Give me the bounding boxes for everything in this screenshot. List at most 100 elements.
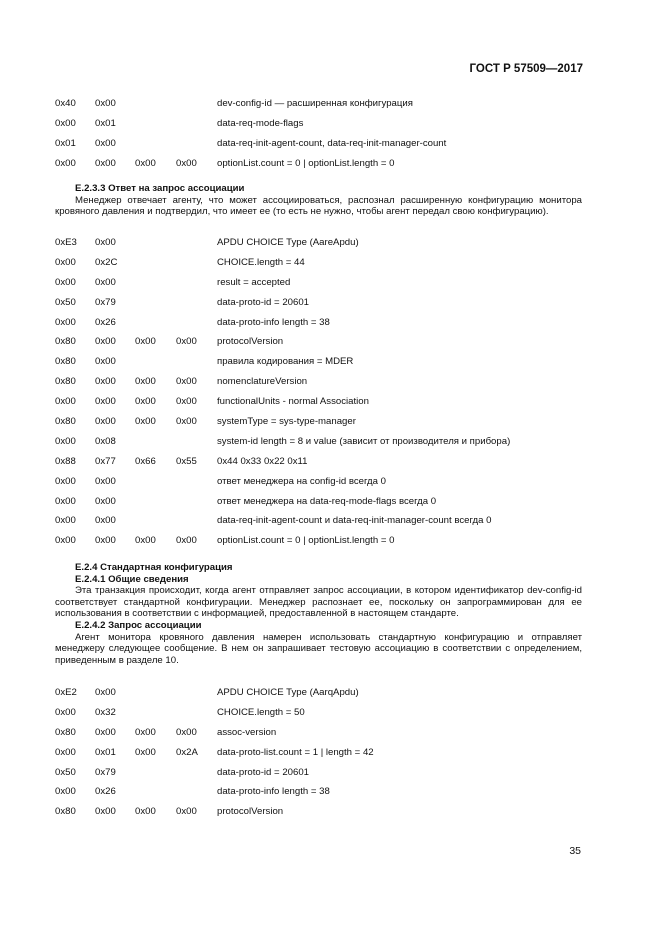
byte-cell: 0x00: [176, 157, 197, 169]
byte-cell: 0x00: [176, 726, 197, 738]
table-row: 0x00 0x26 data-proto-info length = 38: [0, 786, 661, 806]
description-cell: functionalUnits - normal Association: [217, 396, 369, 408]
byte-cell: 0xE3: [55, 237, 77, 248]
description-cell: protocolVersion: [217, 336, 284, 348]
byte-cell: 0x00: [135, 535, 156, 547]
paragraph: Эта транзакция происходит, когда агент о…: [55, 585, 582, 620]
description-cell: data-proto-id = 20601: [217, 766, 310, 778]
table-row: 0x80 0x00 0x00 0x00 systemType = sys-type-ma…: [0, 416, 661, 436]
byte-cell: 0x00: [176, 416, 197, 428]
description-cell: optionList.count = 0 | optionList.length…: [217, 535, 395, 547]
byte-cell: 0x00: [55, 515, 76, 527]
byte-cell: 0x00: [55, 535, 76, 547]
table-row: 0x80 0x00 0x00 0x00 protocolVersion: [0, 336, 661, 356]
table-row: 0x40 0x00 dev-config-id — расширенная конф…: [0, 98, 661, 118]
byte-cell: 0x00: [55, 475, 76, 487]
page-number: 35: [569, 845, 581, 857]
byte-cell: 0x00: [95, 535, 116, 547]
byte-cell: 0x00: [95, 376, 116, 388]
table-row: 0x00 0x00 ответ менеджера на config-id все…: [0, 476, 661, 496]
byte-table-2: 0xE3 0x00 APDU CHOICE Type (AareApdu) 0x00 0…: [0, 237, 661, 555]
byte-cell: 0x01: [95, 746, 116, 758]
byte-cell: 0x00: [95, 137, 116, 149]
table-row: 0x00 0x00 result = accepted: [0, 277, 661, 297]
byte-cell: 0x00: [176, 376, 197, 388]
description-cell: data-proto-id = 20601: [217, 296, 310, 308]
table-row: 0x00 0x32 CHOICE.length = 50: [0, 707, 661, 727]
byte-table-1: 0x40 0x00 dev-config-id — расширенная конф…: [0, 98, 661, 178]
byte-cell: 0x00: [135, 806, 156, 818]
table-row: 0x00 0x00 0x00 0x00 optionList.count = 0 | o…: [0, 158, 661, 178]
table-row: 0x50 0x79 data-proto-id = 20601: [0, 297, 661, 317]
description-cell: APDU CHOICE Type (AarqApdu): [217, 687, 359, 698]
description-cell: dev-config-id — расширенная конфигурация: [217, 98, 413, 109]
table-row: 0x00 0x01 data-req-mode-flags: [0, 118, 661, 138]
byte-cell: 0x00: [135, 396, 156, 408]
description-cell: CHOICE.length = 50: [217, 706, 305, 718]
byte-cell: 0x00: [135, 746, 156, 758]
byte-cell: 0x00: [95, 276, 116, 288]
byte-cell: 0x00: [55, 435, 76, 447]
description-cell: nomenclatureVersion: [217, 376, 308, 388]
byte-cell: 0x00: [55, 276, 76, 288]
table-row: 0x00 0x2C CHOICE.length = 44: [0, 257, 661, 277]
byte-cell: 0x80: [55, 336, 76, 348]
table-row: 0x01 0x00 data-req-init-agent-count, data-…: [0, 138, 661, 158]
description-cell: system-id length = 8 и value (зависит от…: [217, 435, 511, 447]
byte-cell: 0x88: [55, 455, 76, 467]
description-cell: systemType = sys-type-manager: [217, 416, 356, 428]
byte-cell: 0x50: [55, 296, 76, 308]
byte-cell: 0x00: [95, 157, 116, 169]
table-row: 0x50 0x79 data-proto-id = 20601: [0, 767, 661, 787]
byte-cell: 0x80: [55, 356, 76, 368]
table-row: 0x00 0x00 0x00 0x00 functionalUnits - normal…: [0, 396, 661, 416]
description-cell: CHOICE.length = 44: [217, 256, 305, 268]
description-cell: data-proto-info length = 38: [217, 786, 330, 798]
byte-cell: 0x80: [55, 726, 76, 738]
byte-cell: 0x00: [95, 515, 116, 527]
description-cell: data-req-mode-flags: [217, 117, 304, 129]
byte-cell: 0x00: [95, 336, 116, 348]
byte-cell: 0x00: [95, 396, 116, 408]
table-row: 0x00 0x01 0x00 0x2A data-proto-list.count = …: [0, 747, 661, 767]
table-row: 0xE3 0x00 APDU CHOICE Type (AareApdu): [0, 237, 661, 257]
byte-cell: 0x00: [176, 535, 197, 547]
byte-cell: 0x00: [135, 157, 156, 169]
paragraph: Агент монитора кровяного давления намере…: [55, 631, 582, 666]
byte-cell: 0x00: [55, 256, 76, 268]
byte-cell: 0x40: [55, 98, 76, 109]
description-cell: правила кодирования = MDER: [217, 356, 354, 368]
description-cell: data-req-init-agent-count и data-req-ini…: [217, 515, 492, 527]
byte-cell: 0x00: [135, 376, 156, 388]
byte-cell: 0x79: [95, 296, 116, 308]
byte-cell: 0x00: [95, 98, 116, 109]
byte-cell: 0x00: [95, 416, 116, 428]
byte-cell: 0x66: [135, 455, 156, 467]
byte-cell: 0x79: [95, 766, 116, 778]
byte-cell: 0x01: [95, 117, 116, 129]
description-cell: protocolVersion: [217, 806, 284, 818]
table-row: 0xE2 0x00 APDU CHOICE Type (AarqApdu): [0, 687, 661, 707]
byte-cell: 0x00: [135, 726, 156, 738]
section-e24: E.2.4 Стандартная конфигурация E.2.4.1 О…: [55, 562, 582, 666]
table-row: 0x80 0x00 0x00 0x00 nomenclatureVersion: [0, 376, 661, 396]
table-row: 0x00 0x00 0x00 0x00 optionList.count = 0 | o…: [0, 535, 661, 555]
byte-cell: 0x00: [95, 687, 116, 698]
table-row: 0x00 0x00 data-req-init-agent-count и data…: [0, 515, 661, 535]
byte-cell: 0x00: [55, 706, 76, 718]
table-row: 0x80 0x00 правила кодирования = MDER: [0, 356, 661, 376]
byte-cell: 0x00: [176, 336, 197, 348]
byte-cell: 0x00: [95, 495, 116, 507]
byte-cell: 0x32: [95, 706, 116, 718]
section-heading: E.2.4 Стандартная конфигурация: [75, 562, 233, 573]
description-cell: ответ менеджера на config-id всегда 0: [217, 475, 386, 487]
table-row: 0x00 0x08 system-id length = 8 и value (за…: [0, 436, 661, 456]
byte-cell: 0x77: [95, 455, 116, 467]
byte-cell: 0x00: [95, 475, 116, 487]
byte-cell: 0x00: [95, 356, 116, 368]
byte-table-3: 0xE2 0x00 APDU CHOICE Type (AarqApdu) 0x00 0…: [0, 687, 661, 826]
byte-cell: 0x00: [55, 786, 76, 798]
table-row: 0x80 0x00 0x00 0x00 assoc-version: [0, 727, 661, 747]
table-row: 0x88 0x77 0x66 0x55 0x44 0x33 0x22 0x11: [0, 456, 661, 476]
